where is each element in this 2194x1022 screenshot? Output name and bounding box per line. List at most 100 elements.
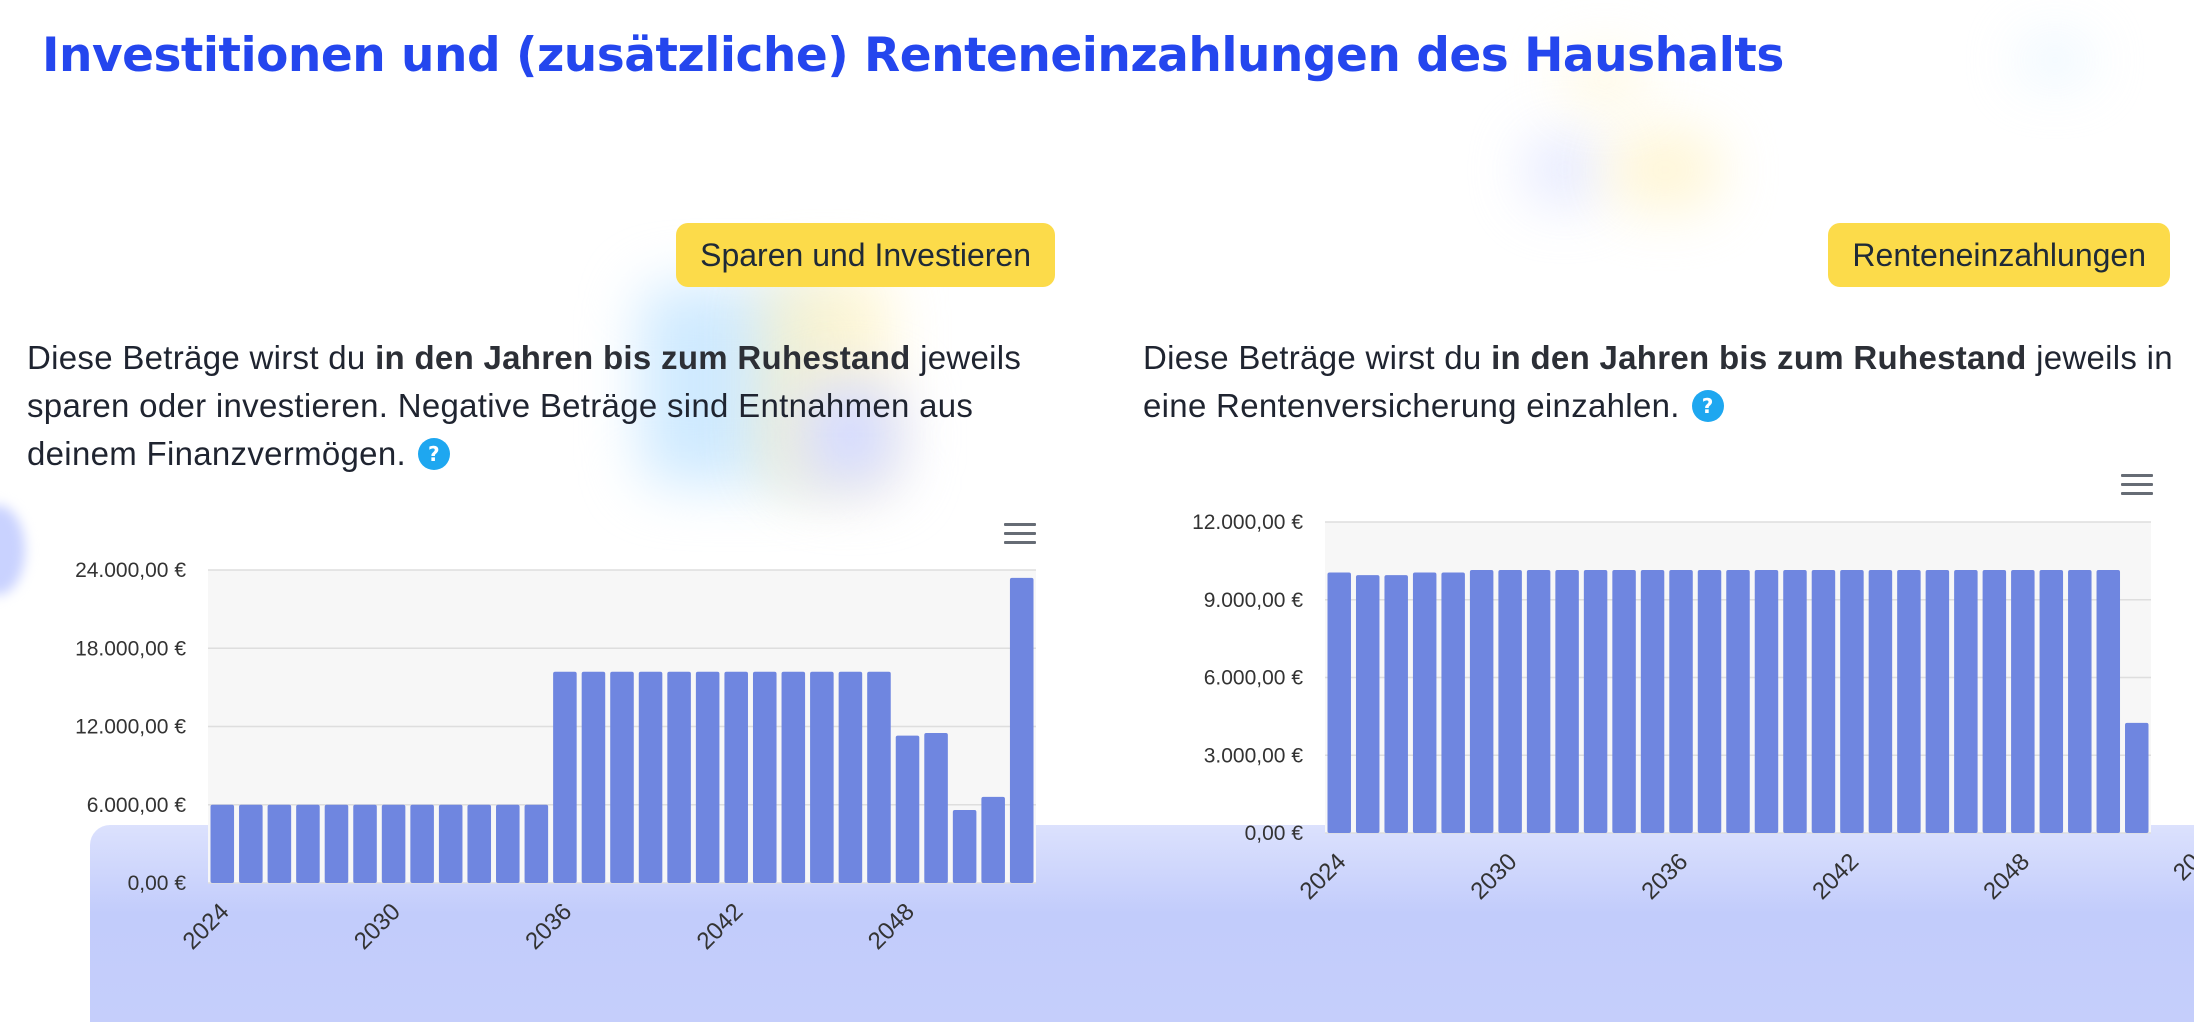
bar-2038[interactable] <box>1726 569 1750 833</box>
y-tick-label: 0,00 € <box>1245 822 1304 845</box>
right-description-bold: in den Jahren bis zum Ruhestand <box>1491 339 2027 376</box>
bar-2038[interactable] <box>610 671 634 883</box>
x-tick-label: 20 <box>2168 848 2194 886</box>
bar-2045[interactable] <box>1925 569 1950 833</box>
bar-2036[interactable] <box>553 671 577 883</box>
chart-renteneinzahlungen: 0,00 € 3.000,00 € 6.000,00 € 9.000,00 € 12.0… <box>1192 511 2194 905</box>
y-tick-label: 6.000,00 € <box>87 794 187 817</box>
bar-2036[interactable] <box>1669 569 1693 833</box>
right-description-post: jeweils in eine Rentenversicherung einza… <box>1143 339 2173 424</box>
bar-2032[interactable] <box>438 804 463 883</box>
chart-menu-icon[interactable] <box>1004 523 1036 547</box>
help-icon[interactable]: ? <box>417 438 450 470</box>
y-tick-label: 0,00 € <box>128 872 187 895</box>
bar-2052[interactable] <box>2125 722 2149 833</box>
help-icon[interactable]: ? <box>1691 390 1724 422</box>
bar-2044[interactable] <box>1897 569 1921 833</box>
bar-2043[interactable] <box>752 671 777 883</box>
y-tick-label: 12.000,00 € <box>1192 511 1303 534</box>
bar-2037[interactable] <box>581 671 606 883</box>
bar-2025[interactable] <box>239 804 263 883</box>
bar-2047[interactable] <box>867 671 891 883</box>
bar-2025[interactable] <box>1355 575 1380 833</box>
y-tick-label: 18.000,00 € <box>75 637 186 660</box>
x-tick-label: 2024 <box>1295 848 1352 905</box>
bar-2028[interactable] <box>324 804 349 883</box>
bar-2046[interactable] <box>838 671 863 883</box>
bar-2040[interactable] <box>667 671 691 883</box>
left-description: Diese Beträge wirst du in den Jahren bis… <box>27 334 1047 478</box>
bar-2048[interactable] <box>895 735 920 883</box>
bar-2049[interactable] <box>2039 569 2064 833</box>
bar-2030[interactable] <box>1498 569 1522 833</box>
bar-2043[interactable] <box>1868 569 1893 833</box>
bar-2028[interactable] <box>1441 572 1465 833</box>
background-blur-yellow-3 <box>1560 55 1650 105</box>
bar-2034[interactable] <box>496 804 520 883</box>
x-tick-label: 2042 <box>692 898 749 955</box>
bar-2051[interactable] <box>981 796 1005 883</box>
bar-2037[interactable] <box>1697 569 1722 833</box>
bar-2034[interactable] <box>1612 569 1636 833</box>
bar-2029[interactable] <box>353 804 377 883</box>
y-tick-label: 12.000,00 € <box>75 716 186 739</box>
x-tick-label: 2024 <box>178 898 235 955</box>
bar-2046[interactable] <box>1954 569 1978 833</box>
bar-2048[interactable] <box>2011 569 2035 833</box>
x-tick-label: 2036 <box>1636 848 1693 905</box>
bar-2032[interactable] <box>1555 569 1579 833</box>
y-tick-label: 3.000,00 € <box>1204 744 1304 767</box>
bar-2049[interactable] <box>924 733 948 883</box>
left-description-post: jeweils sparen oder investieren. Negativ… <box>27 339 1022 472</box>
bar-2027[interactable] <box>1412 572 1437 833</box>
bar-2031[interactable] <box>1526 569 1551 833</box>
bar-2047[interactable] <box>1982 569 2007 833</box>
x-tick-label: 2048 <box>863 898 920 955</box>
x-tick-label: 2030 <box>349 898 406 955</box>
y-tick-label: 6.000,00 € <box>1204 667 1304 690</box>
bar-2039[interactable] <box>1754 569 1779 833</box>
left-description-bold: in den Jahren bis zum Ruhestand <box>375 339 911 376</box>
x-tick-label: 2048 <box>1978 848 2035 905</box>
tag-renteneinzahlungen: Renteneinzahlungen <box>1828 223 2170 287</box>
bar-2042[interactable] <box>724 671 748 883</box>
y-tick-label: 24.000,00 € <box>75 559 186 582</box>
background-blur-violet-2 <box>1525 135 1605 205</box>
left-description-pre: Diese Beträge wirst du <box>27 339 376 376</box>
bar-2024[interactable] <box>1327 572 1351 833</box>
x-tick-label: 2036 <box>520 898 577 955</box>
bar-2026[interactable] <box>1384 575 1408 833</box>
bar-2050[interactable] <box>952 809 977 883</box>
bar-2035[interactable] <box>524 804 549 883</box>
bar-2029[interactable] <box>1469 569 1494 833</box>
bar-2051[interactable] <box>2096 569 2121 833</box>
bar-2050[interactable] <box>2068 569 2092 833</box>
x-tick-label: 2042 <box>1807 848 1864 905</box>
bar-2030[interactable] <box>381 804 406 883</box>
bar-2040[interactable] <box>1783 569 1807 833</box>
bar-2031[interactable] <box>410 804 434 883</box>
tag-sparen-investieren: Sparen und Investieren <box>676 223 1055 287</box>
y-tick-label: 9.000,00 € <box>1204 589 1304 612</box>
bar-2044[interactable] <box>781 671 806 883</box>
bar-2039[interactable] <box>638 671 663 883</box>
bar-2024[interactable] <box>210 804 235 883</box>
right-description-pre: Diese Beträge wirst du <box>1143 339 1492 376</box>
bar-2042[interactable] <box>1840 569 1864 833</box>
background-blur-blue-2 <box>2020 40 2090 80</box>
bar-2033[interactable] <box>467 804 492 883</box>
x-tick-label: 2030 <box>1466 848 1523 905</box>
right-description: Diese Beträge wirst du in den Jahren bis… <box>1143 334 2183 430</box>
bar-2045[interactable] <box>810 671 834 883</box>
background-blur-yellow-2 <box>1610 130 1720 210</box>
bar-2033[interactable] <box>1583 569 1608 833</box>
bar-2026[interactable] <box>267 804 292 883</box>
background-blur-violet <box>800 380 900 490</box>
bar-2041[interactable] <box>1811 569 1836 833</box>
chart-menu-icon[interactable] <box>2121 474 2153 498</box>
bar-2035[interactable] <box>1640 569 1665 833</box>
bar-2041[interactable] <box>695 671 720 883</box>
bar-2052[interactable] <box>1009 577 1034 883</box>
page-title: Investitionen und (zusätzliche) Rentenei… <box>42 28 1784 83</box>
bar-2027[interactable] <box>296 804 320 883</box>
